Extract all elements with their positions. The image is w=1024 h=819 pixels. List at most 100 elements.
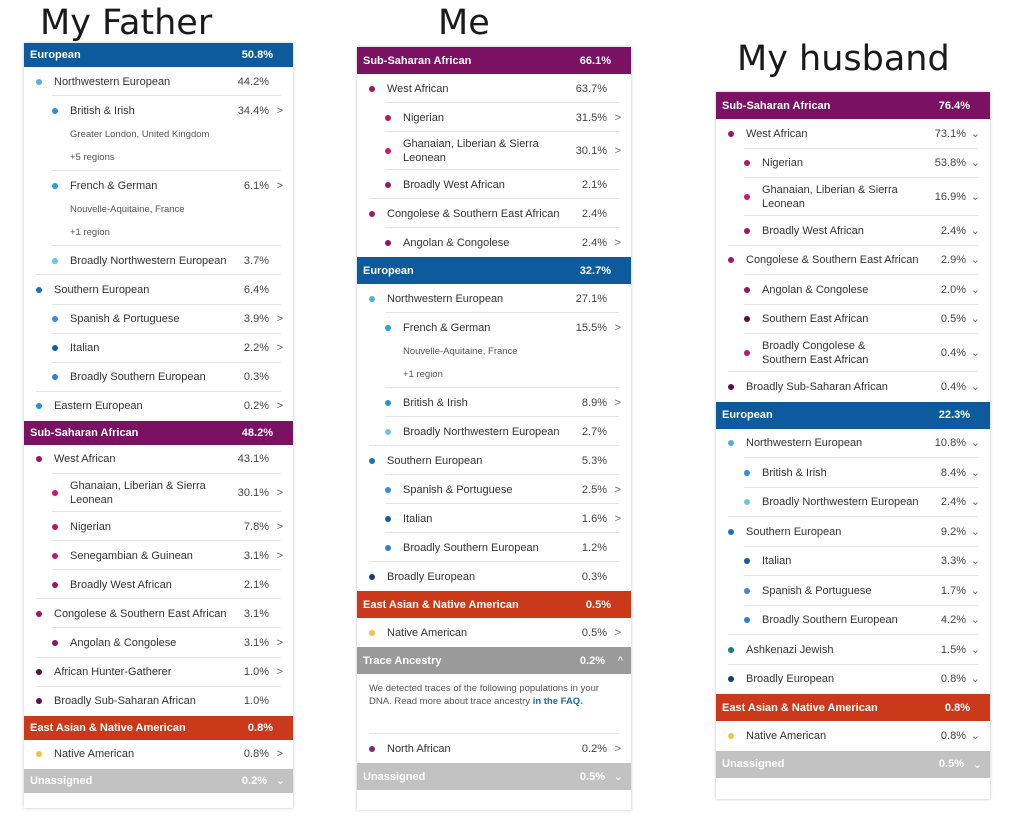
sub-saharan-african-header[interactable]: Sub-Saharan African 66.1% bbox=[357, 47, 631, 74]
population-dot bbox=[369, 457, 375, 464]
broadly-northwestern-european-row[interactable]: Broadly Northwestern European 2.4% ⌄ bbox=[716, 488, 990, 518]
ashkenazi-jewish-row[interactable]: Ashkenazi Jewish 1.5% ⌄ bbox=[716, 635, 990, 665]
southern-european-row[interactable]: Southern European 5.3% bbox=[357, 446, 631, 475]
spanish-and-portuguese-row[interactable]: Spanish & Portuguese 2.5% > bbox=[357, 475, 631, 504]
british-and-irish-row[interactable]: British & Irish 8.9% > bbox=[357, 388, 631, 417]
italian-row[interactable]: Italian 1.6% > bbox=[357, 504, 631, 533]
divider bbox=[369, 198, 619, 199]
header-label: East Asian & Native American bbox=[363, 598, 519, 611]
congolese-and-southern-east-african-row[interactable]: Congolese & Southern East African 2.4% bbox=[357, 199, 631, 228]
west-african-row[interactable]: West African 63.7% bbox=[357, 74, 631, 103]
population-label: Broadly Northwestern European bbox=[403, 425, 560, 438]
european-header[interactable]: European 32.7% bbox=[357, 257, 631, 284]
nigerian-row[interactable]: Nigerian 31.5% > bbox=[357, 103, 631, 132]
population-label: Broadly Sub-Saharan African bbox=[54, 695, 196, 708]
west-african-row[interactable]: West African 43.1% bbox=[24, 445, 293, 474]
french-and-german-row[interactable]: French & German 6.1% > bbox=[24, 171, 293, 200]
nigerian-row[interactable]: Nigerian 53.8% ⌄ bbox=[716, 149, 990, 179]
angolan-and-congolese-row[interactable]: Angolan & Congolese 3.1% > bbox=[24, 628, 293, 657]
northwestern-european-row[interactable]: Northwestern European 44.2% bbox=[24, 67, 293, 96]
northwestern-european-row[interactable]: Northwestern European 10.8% ⌄ bbox=[716, 429, 990, 459]
divider bbox=[52, 569, 281, 571]
sub-saharan-african-header[interactable]: Sub-Saharan African 76.4% bbox=[716, 92, 990, 119]
population-label: Eastern European bbox=[54, 400, 143, 413]
italian-row[interactable]: Italian 2.2% > bbox=[24, 334, 293, 363]
population-label: British & Irish bbox=[70, 104, 135, 117]
west-african-row[interactable]: West African 73.1% ⌄ bbox=[716, 119, 990, 149]
native-american-row[interactable]: Native American 0.8% > bbox=[24, 740, 293, 769]
angolan-and-congolese-row[interactable]: Angolan & Congolese 2.4% > bbox=[357, 228, 631, 257]
north-african-row[interactable]: North African 0.2% > bbox=[357, 734, 631, 763]
population-dot bbox=[369, 85, 375, 92]
eastern-european-row[interactable]: Eastern European 0.2% > bbox=[24, 392, 293, 421]
broadly-northwestern-european-row[interactable]: Broadly Northwestern European 2.7% bbox=[357, 417, 631, 446]
region-detail[interactable]: +5 regions bbox=[70, 152, 115, 164]
northwestern-european-row[interactable]: Northwestern European 27.1% bbox=[357, 284, 631, 313]
broadly-southern-european-row[interactable]: Broadly Southern European 4.2% ⌄ bbox=[716, 606, 990, 636]
british-and-irish-row[interactable]: British & Irish 34.4% > bbox=[24, 96, 293, 125]
unassigned-header[interactable]: Unassigned 0.2% ⌄ bbox=[24, 768, 293, 793]
nigerian-row[interactable]: Nigerian 7.8% > bbox=[24, 512, 293, 541]
population-dot bbox=[744, 350, 750, 356]
broadly-sub-saharan-african-row[interactable]: Broadly Sub-Saharan African 0.4% ⌄ bbox=[716, 372, 990, 402]
ghanaian-liberian-and-sierra-leonean-row[interactable]: Ghanaian, Liberian & Sierra Leonean 30.1%… bbox=[24, 474, 293, 512]
header-percent: 76.4% bbox=[938, 99, 970, 112]
broadly-west-african-row[interactable]: Broadly West African 2.1% bbox=[357, 170, 631, 199]
chevron-right-icon: > bbox=[276, 520, 283, 533]
east-asian-and-native-american-header[interactable]: East Asian & Native American 0.8% bbox=[716, 694, 990, 721]
italian-row[interactable]: Italian 3.3% ⌄ bbox=[716, 547, 990, 577]
congolese-and-southern-east-african-row[interactable]: Congolese & Southern East African 2.9% ⌄ bbox=[716, 246, 990, 276]
european-header[interactable]: European 22.3% bbox=[716, 401, 990, 429]
unassigned-header[interactable]: Unassigned 0.5% ⌄ bbox=[716, 750, 990, 778]
native-american-row[interactable]: Native American 0.8% ⌄ bbox=[716, 721, 990, 751]
divider bbox=[52, 95, 281, 97]
ghanaian-liberian-and-sierra-leonean-row[interactable]: Ghanaian, Liberian & Sierra Leonean 30.1%… bbox=[357, 132, 631, 170]
broadly-west-african-row[interactable]: Broadly West African 2.1% bbox=[24, 570, 293, 599]
european-header[interactable]: European 50.8% bbox=[24, 43, 293, 67]
region-detail[interactable]: +1 region bbox=[403, 369, 443, 380]
african-hunter-gatherer-row[interactable]: African Hunter-Gatherer 1.0% > bbox=[24, 658, 293, 687]
region-detail[interactable]: +1 region bbox=[70, 227, 110, 239]
population-dot bbox=[52, 523, 58, 530]
population-label: Broadly Southern European bbox=[762, 614, 898, 627]
population-percent: 0.2% bbox=[581, 742, 607, 755]
divider bbox=[744, 274, 978, 275]
native-american-row[interactable]: Native American 0.5% > bbox=[357, 618, 631, 647]
broadly-southern-european-row[interactable]: Broadly Southern European 1.2% bbox=[357, 533, 631, 562]
southern-east-african-row[interactable]: Southern East African 0.5% ⌄ bbox=[716, 305, 990, 335]
ghanaian-liberian-and-sierra-leonean-row[interactable]: Ghanaian, Liberian & Sierra Leonean 16.9%… bbox=[716, 178, 990, 216]
sub-saharan-african-header[interactable]: Sub-Saharan African 48.2% bbox=[24, 420, 293, 445]
southern-european-row[interactable]: Southern European 9.2% ⌄ bbox=[716, 517, 990, 547]
congolese-and-southern-east-african-row[interactable]: Congolese & Southern East African 3.1% bbox=[24, 599, 293, 628]
british-and-irish-row[interactable]: British & Irish 8.4% ⌄ bbox=[716, 458, 990, 488]
chevron-down-icon: ⌄ bbox=[970, 584, 980, 597]
east-asian-and-native-american-header[interactable]: East Asian & Native American 0.8% bbox=[24, 715, 293, 740]
caption-husband: My husband bbox=[737, 39, 950, 79]
population-percent: 3.1% bbox=[243, 636, 269, 649]
population-percent: 30.1% bbox=[575, 145, 607, 157]
population-dot bbox=[744, 617, 750, 624]
broadly-european-row[interactable]: Broadly European 0.3% bbox=[357, 562, 631, 591]
faq-link[interactable]: in the FAQ. bbox=[532, 696, 583, 707]
trace-ancestry-header[interactable]: Trace Ancestry 0.2% ^ bbox=[357, 647, 631, 674]
unassigned-header[interactable]: Unassigned 0.5% ⌄ bbox=[357, 763, 631, 790]
divider bbox=[728, 663, 978, 665]
population-percent: 2.7% bbox=[581, 425, 607, 438]
population-dot bbox=[385, 428, 391, 435]
broadly-west-african-row[interactable]: Broadly West African 2.4% ⌄ bbox=[716, 216, 990, 246]
chevron-right-icon: > bbox=[614, 111, 621, 124]
spanish-and-portuguese-row[interactable]: Spanish & Portuguese 3.9% > bbox=[24, 305, 293, 334]
senegambian-and-guinean-row[interactable]: Senegambian & Guinean 3.1% > bbox=[24, 541, 293, 570]
broadly-northwestern-european-row[interactable]: Broadly Northwestern European 3.7% bbox=[24, 246, 293, 275]
broadly-sub-saharan-african-row[interactable]: Broadly Sub-Saharan African 1.0% bbox=[24, 687, 293, 716]
angolan-and-congolese-row[interactable]: Angolan & Congolese 2.0% ⌄ bbox=[716, 275, 990, 305]
east-asian-and-native-american-header[interactable]: East Asian & Native American 0.5% bbox=[357, 591, 631, 618]
broadly-southern-european-row[interactable]: Broadly Southern European 0.3% bbox=[24, 363, 293, 392]
french-and-german-row[interactable]: French & German 15.5% > bbox=[357, 313, 631, 342]
broadly-european-row[interactable]: Broadly European 0.8% ⌄ bbox=[716, 665, 990, 695]
southern-european-row[interactable]: Southern European 6.4% bbox=[24, 275, 293, 304]
broadly-congolese-and-southern-east-african-row[interactable]: Broadly Congolese & Southern East Africa… bbox=[716, 334, 990, 372]
spanish-and-portuguese-row[interactable]: Spanish & Portuguese 1.7% ⌄ bbox=[716, 576, 990, 606]
chevron-down-icon: ⌄ bbox=[970, 224, 980, 237]
chevron-right-icon: > bbox=[276, 636, 283, 649]
